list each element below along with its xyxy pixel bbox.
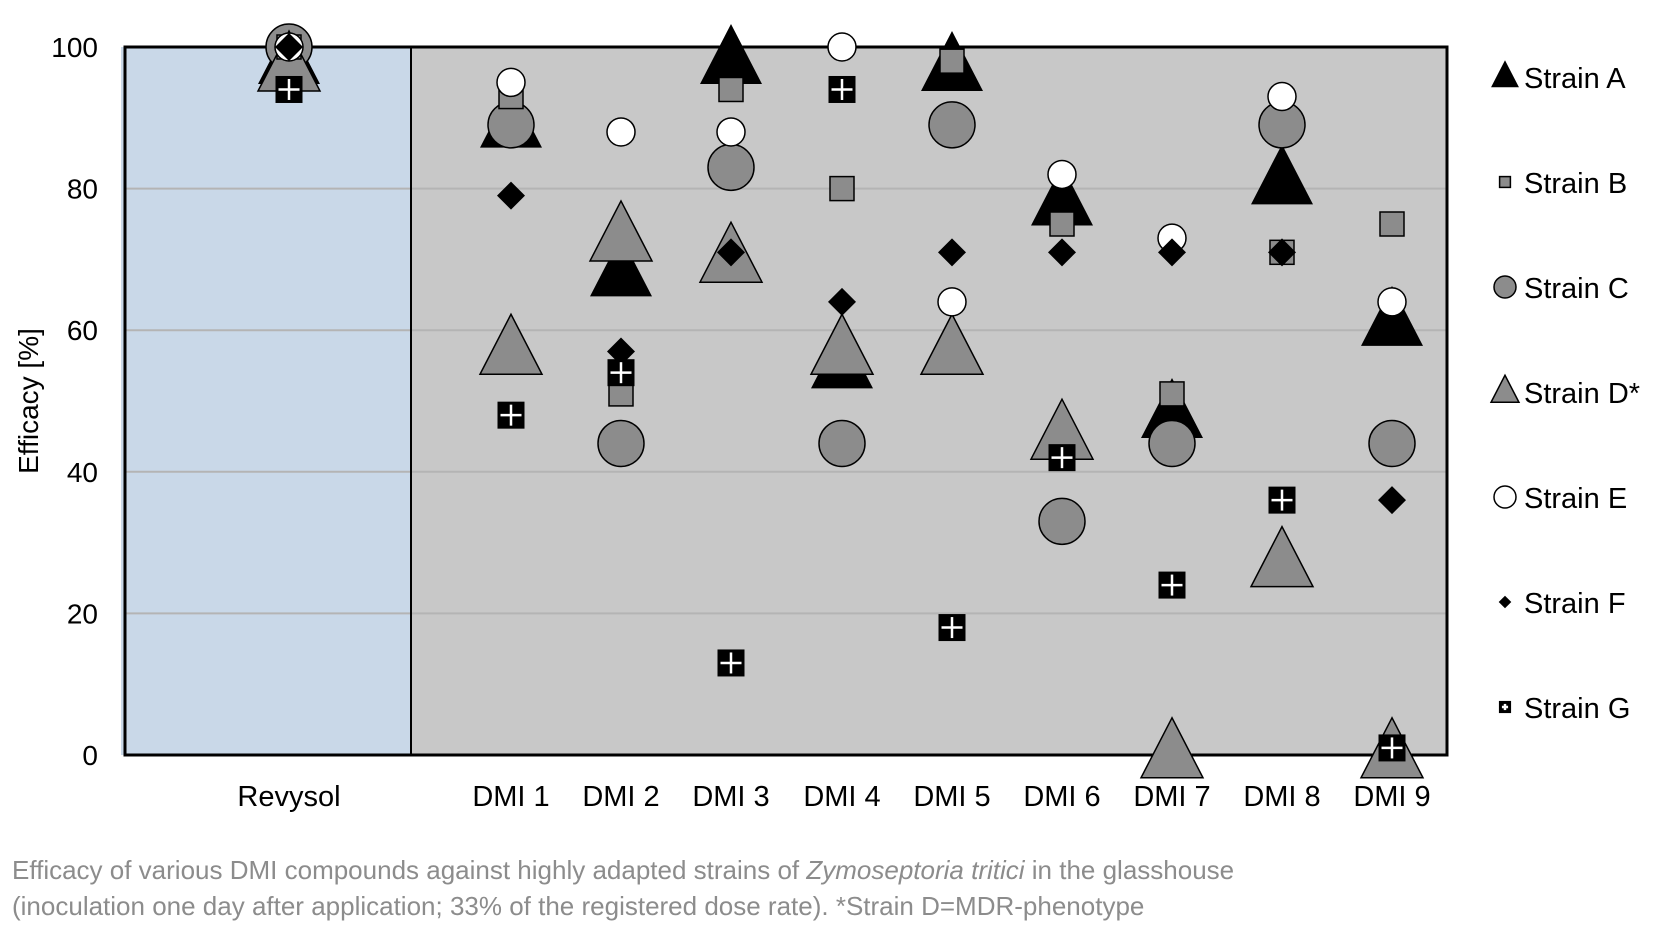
caption-line-1: Efficacy of various DMI compounds agains… [12, 852, 1652, 888]
point-strain-a [1251, 144, 1313, 205]
point-strain-c [1038, 497, 1086, 546]
plot-frame [123, 45, 1449, 757]
x-axis-ticks: Revysol DMI 1 DMI 2 DMI 3 DMI 4 DMI 5 DMI 6 DMI… [237, 781, 1430, 813]
y-tick-label-20: 20 [67, 598, 98, 629]
point-strain-f [717, 238, 745, 267]
point-strain-c [707, 143, 755, 192]
point-strain-e [827, 32, 857, 62]
point-strain-b [939, 48, 965, 74]
point-strain-e [1047, 159, 1077, 190]
point-strain-b [1159, 381, 1185, 407]
legend-marker-strain-b [1498, 175, 1512, 189]
legend-label-strain-b: Strain B [1524, 168, 1627, 200]
legend-label-strain-d: Strain D* [1524, 378, 1640, 410]
x-tick-label: DMI 4 [803, 781, 880, 813]
x-tick-label: DMI 3 [692, 781, 769, 813]
point-strain-f [938, 238, 966, 267]
x-tick-label: DMI 8 [1243, 781, 1320, 813]
caption-line-2: (inoculation one day after application; … [12, 891, 1145, 921]
point-strain-g [275, 75, 303, 103]
data-points [256, 23, 1425, 779]
point-strain-a [1031, 165, 1093, 226]
legend-label-strain-a: Strain A [1524, 63, 1626, 95]
point-strain-d [809, 312, 875, 375]
point-strain-f [1158, 238, 1186, 267]
point-strain-b [718, 76, 744, 103]
point-strain-g [717, 649, 745, 677]
gridlines [125, 187, 1447, 615]
point-strain-e [716, 117, 746, 147]
legend-marker-strain-f [1498, 595, 1512, 609]
legend-marker-strain-c [1493, 275, 1517, 299]
x-tick-label: DMI 9 [1353, 781, 1430, 813]
point-strain-g [1048, 444, 1076, 472]
legend-marker-strain-e [1493, 485, 1517, 509]
point-strain-g [497, 401, 525, 429]
point-strain-d [588, 199, 654, 262]
point-strain-b [829, 175, 855, 202]
y-axis-ticks: 0 20 40 60 80 100 [51, 32, 98, 771]
x-tick-label: Revysol [237, 781, 340, 813]
point-strain-c [1148, 419, 1196, 468]
y-tick-label-100: 100 [51, 32, 98, 63]
point-strain-f [1378, 486, 1406, 515]
legend-label-strain-f: Strain F [1524, 588, 1626, 620]
point-strain-a [590, 236, 652, 297]
point-strain-a [700, 23, 762, 84]
x-tick-label: DMI 1 [472, 781, 549, 813]
point-strain-e [606, 117, 636, 147]
point-strain-g [938, 614, 966, 642]
x-tick-label: DMI 2 [582, 781, 659, 813]
y-tick-label-0: 0 [82, 740, 98, 771]
point-strain-e [1267, 81, 1297, 112]
chart: 0 20 40 60 80 100 Revysol DMI 1 DMI 2 DMI 3 DMI 4… [13, 23, 1640, 813]
point-strain-d [919, 312, 985, 375]
point-strain-g [828, 75, 856, 103]
legend-label-strain-g: Strain G [1524, 693, 1630, 725]
point-strain-f [607, 337, 635, 366]
point-strain-g [1378, 734, 1406, 762]
point-strain-g [1268, 486, 1296, 514]
point-strain-a [1141, 377, 1203, 438]
point-strain-e [1377, 287, 1407, 317]
point-strain-b [1049, 211, 1075, 237]
point-strain-c [597, 419, 645, 468]
legend-marker-strain-a [1491, 60, 1519, 88]
point-strain-d [478, 312, 544, 375]
point-strain-c [818, 419, 866, 468]
point-strain-f [828, 287, 856, 316]
figure-caption: Efficacy of various DMI compounds agains… [12, 852, 1652, 924]
point-strain-d [1139, 716, 1205, 779]
point-strain-d [1249, 525, 1315, 588]
legend: Strain A Strain B Strain C Strain D* Strain … [1489, 60, 1640, 725]
legend-marker-strain-g [1498, 700, 1512, 714]
y-tick-label-40: 40 [67, 457, 98, 488]
point-strain-f [275, 33, 303, 61]
caption-text-after: in the glasshouse [1024, 855, 1235, 885]
caption-species-name: Zymoseptoria tritici [806, 855, 1025, 885]
point-strain-c [1368, 419, 1416, 468]
reference-region [121, 47, 411, 755]
caption-text-before: Efficacy of various DMI compounds agains… [12, 855, 807, 885]
point-strain-f [1268, 238, 1296, 267]
x-tick-label: DMI 7 [1133, 781, 1210, 813]
point-strain-b [1379, 211, 1405, 237]
legend-marker-strain-d [1489, 373, 1521, 404]
point-strain-g [607, 359, 635, 387]
legend-label-strain-c: Strain C [1524, 273, 1629, 305]
dmi-region [411, 47, 1447, 755]
point-strain-c [928, 101, 976, 149]
x-tick-label: DMI 6 [1023, 781, 1100, 813]
legend-label-strain-e: Strain E [1524, 483, 1627, 515]
point-strain-g [1158, 571, 1186, 599]
point-strain-e [937, 287, 967, 317]
x-tick-label: DMI 5 [913, 781, 990, 813]
point-strain-e [496, 67, 526, 98]
point-strain-f [1048, 238, 1076, 267]
point-strain-f [497, 181, 525, 210]
y-tick-label-60: 60 [67, 315, 98, 346]
y-tick-label-80: 80 [67, 174, 98, 205]
y-axis-label: Efficacy [%] [13, 328, 44, 474]
